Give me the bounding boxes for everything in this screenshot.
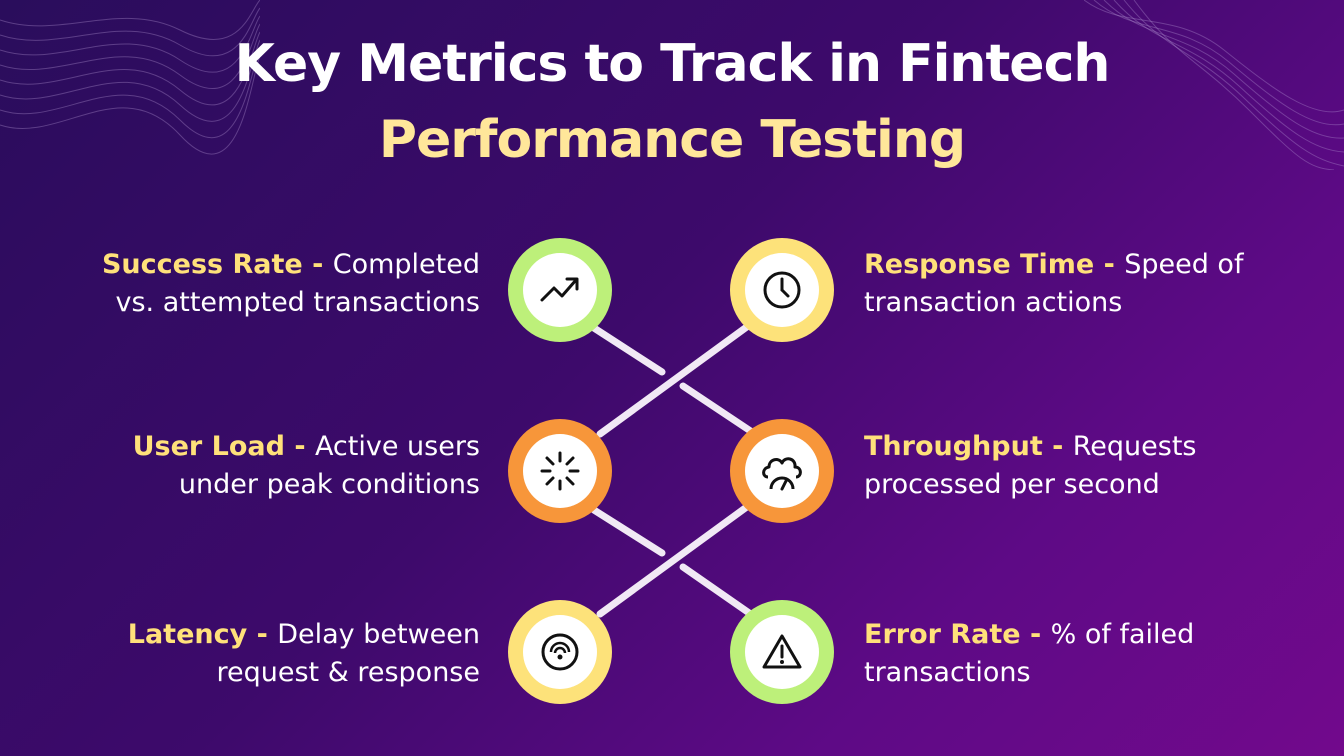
- connector-userload-to-error-a: [590, 506, 666, 557]
- metric-desc-line2: vs. attempted transactions: [115, 287, 481, 318]
- metric-desc-line1: % of failed: [1050, 619, 1195, 650]
- metric-desc-line1: Completed: [332, 249, 480, 280]
- metric-desc-line2: under peak conditions: [178, 469, 480, 500]
- metric-label-error-rate: Error Rate - % of failed transactions: [864, 619, 1195, 688]
- metric-desc-line2: request & response: [216, 657, 481, 688]
- metric-desc-line2: transaction actions: [864, 287, 1123, 318]
- metric-label-latency: Latency - Delay between request & respon…: [127, 619, 481, 688]
- metric-desc-line2: transactions: [864, 657, 1031, 688]
- metric-name: Response Time: [864, 249, 1095, 280]
- connector-success-to-throughput-b: [679, 382, 756, 436]
- user-load-node: [508, 419, 612, 523]
- metric-name: Throughput: [864, 431, 1043, 462]
- metric-desc-line1: Active users: [314, 431, 480, 462]
- response-time-node: [730, 238, 834, 342]
- metric-name: User Load: [132, 431, 285, 462]
- connector-response-to-userload: [596, 322, 752, 438]
- loading-burst-icon: [540, 451, 580, 491]
- metric-label-throughput: Throughput - Requests processed per seco…: [864, 431, 1197, 500]
- throughput-node: [730, 419, 834, 523]
- cloud-gauge-icon: [762, 457, 802, 491]
- metric-desc-line2: processed per second: [864, 469, 1160, 500]
- metric-name: Error Rate: [864, 619, 1021, 650]
- page-title-line1: Key Metrics to Track in Fintech: [234, 34, 1111, 94]
- connector-throughput-to-latency: [596, 502, 752, 618]
- metric-desc-line1: Speed of: [1124, 249, 1244, 280]
- connector-userload-to-error-b: [679, 563, 756, 619]
- page-title-line2: Performance Testing: [378, 110, 966, 170]
- wave-decoration-left: [0, 0, 260, 155]
- metric-desc-line1: Requests: [1072, 431, 1197, 462]
- metric-label-success-rate: Success Rate - Completed vs. attempted t…: [101, 249, 481, 318]
- metric-name: Latency: [127, 619, 248, 650]
- metric-label-user-load: User Load - Active users under peak cond…: [132, 431, 480, 500]
- metric-label-response-time: Response Time - Speed of transaction act…: [864, 249, 1244, 318]
- metric-desc-line1: Delay between: [277, 619, 480, 650]
- metric-name: Success Rate: [101, 249, 303, 280]
- error-rate-node: [730, 600, 834, 704]
- trend-up-icon: [540, 277, 579, 302]
- clock-icon: [763, 271, 801, 309]
- connector-success-to-throughput-a: [590, 324, 666, 376]
- warning-icon: [762, 634, 802, 669]
- signal-dial-icon: [541, 633, 579, 671]
- latency-node: [508, 600, 612, 704]
- success-rate-node: [508, 238, 612, 342]
- wave-decoration-right: [1084, 0, 1344, 170]
